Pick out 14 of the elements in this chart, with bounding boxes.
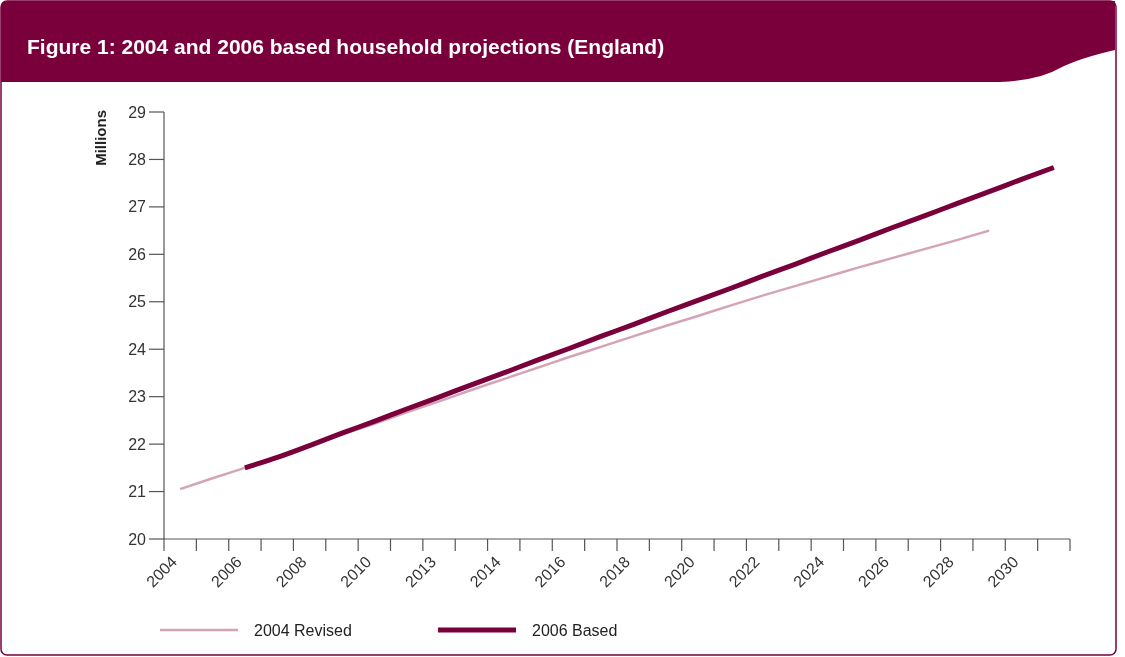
y-tick-label: 25 <box>128 293 147 311</box>
y-tick-label: 27 <box>128 198 147 216</box>
y-tick-label: 23 <box>128 388 147 406</box>
y-tick-label: 24 <box>128 340 147 358</box>
y-tick-label: 21 <box>128 483 147 501</box>
y-tick-label: 22 <box>128 435 147 453</box>
y-tick-label: 20 <box>128 530 147 548</box>
chart-title: Figure 1: 2004 and 2006 based household projections (England) <box>27 35 665 58</box>
legend-label: 2006 Based <box>532 621 618 639</box>
y-axis-title: Millions <box>92 110 109 166</box>
y-tick-label: 29 <box>128 103 147 121</box>
legend-label: 2004 Revised <box>254 621 352 639</box>
y-tick-label: 28 <box>128 151 147 169</box>
y-tick-label: 26 <box>128 245 147 263</box>
